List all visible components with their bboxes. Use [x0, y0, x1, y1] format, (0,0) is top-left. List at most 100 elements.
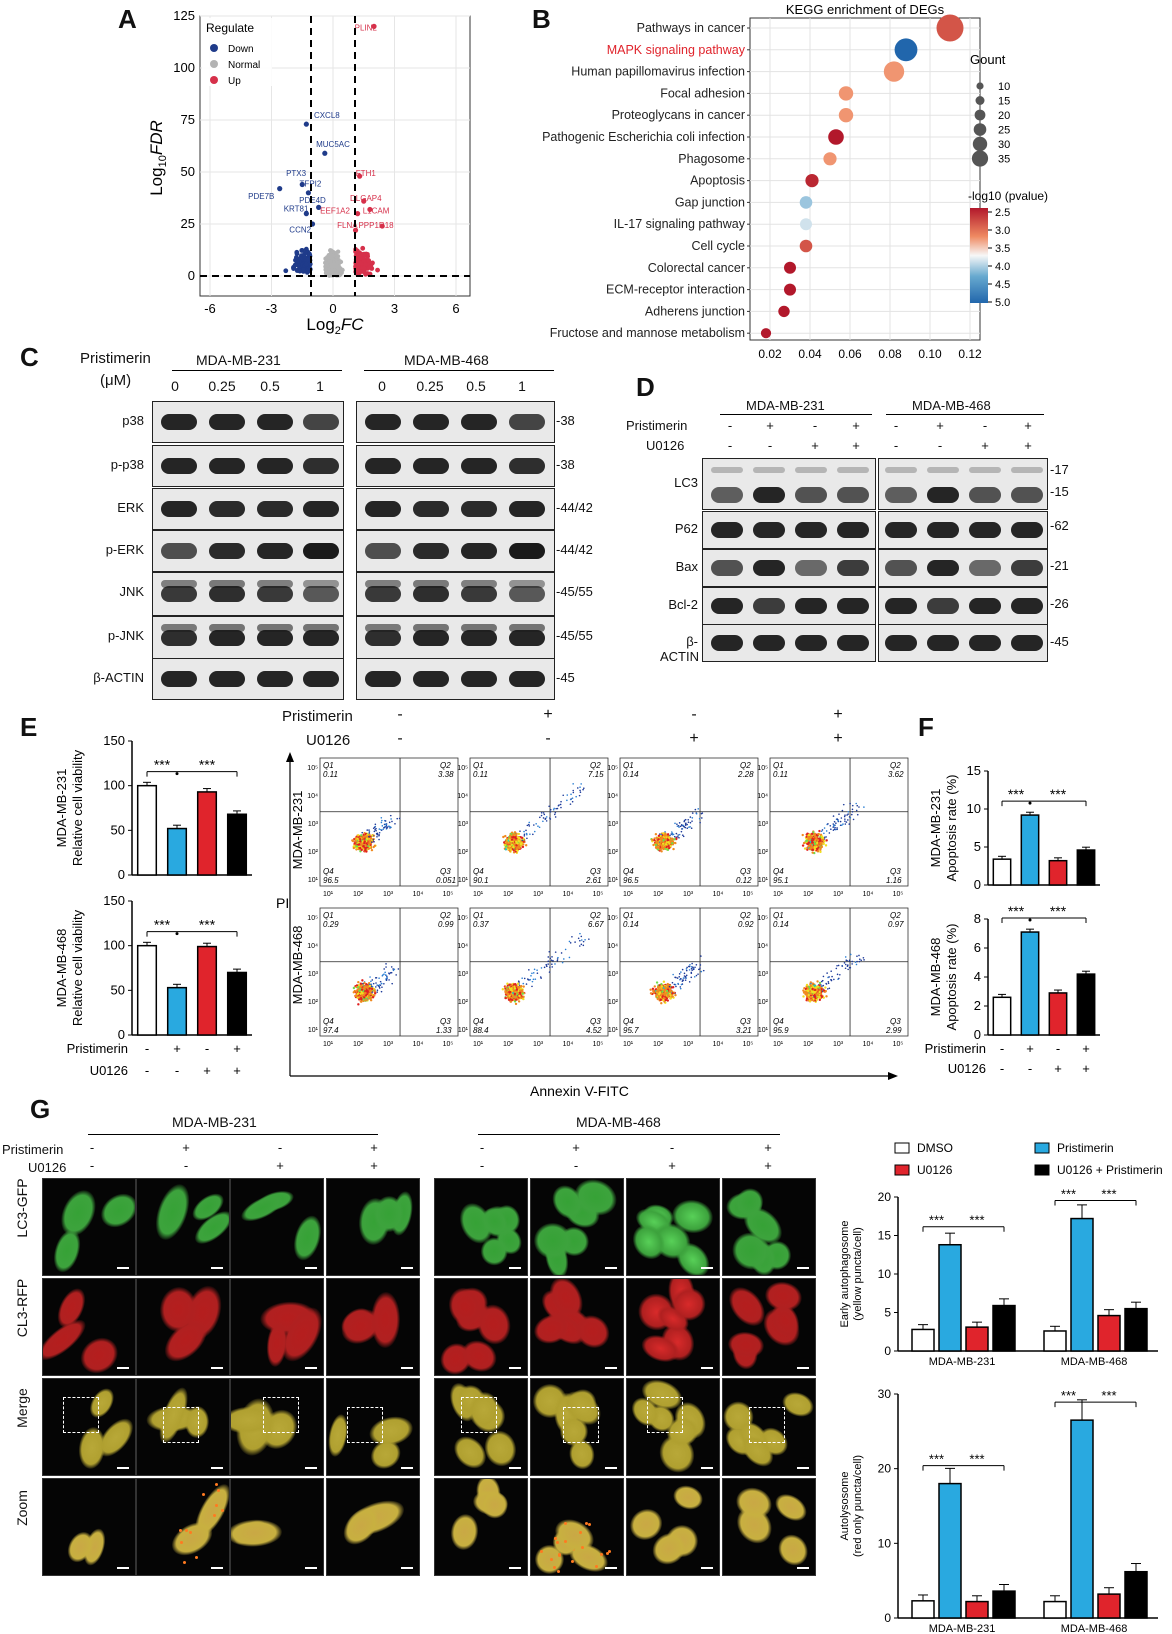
svg-text:10²: 10² [308, 849, 319, 856]
volcano-dot-down [305, 190, 311, 196]
svg-text:10²: 10² [353, 1041, 364, 1048]
sig-stars: *** [1008, 903, 1025, 919]
svg-text:10¹: 10¹ [323, 891, 334, 898]
svg-text:10¹: 10¹ [458, 1027, 469, 1034]
blot-band [209, 414, 245, 430]
blot-band [837, 635, 869, 651]
flow-sign: - [691, 706, 697, 723]
blot-box [702, 511, 876, 549]
blot-band [303, 586, 339, 602]
blot-marker: -21 [1050, 558, 1069, 573]
blot-band [927, 635, 959, 651]
blot-band [885, 598, 917, 614]
kegg-title: KEGG enrichment of DEGs [786, 2, 945, 17]
micro-image [230, 1478, 324, 1576]
blot-band [461, 414, 497, 430]
gene-label-up: FTH1 [356, 169, 377, 178]
volcano-dot-up [360, 245, 366, 251]
scale-bar [401, 1467, 413, 1469]
blot-box [356, 616, 555, 660]
volcano-xtick: 6 [452, 301, 459, 316]
puncta [605, 1552, 609, 1556]
blot-band [969, 598, 1001, 614]
dose-label: 1 [518, 378, 526, 394]
bar [992, 858, 1012, 886]
svg-text:Q1: Q1 [773, 761, 784, 770]
puncta [179, 1528, 183, 1532]
volcano-ytick: 75 [181, 112, 195, 127]
volcano-dot-up [354, 270, 360, 276]
legend-up-dot [210, 76, 218, 84]
svg-text:10³: 10³ [608, 821, 619, 828]
blot-band [927, 560, 959, 576]
puncta [182, 1560, 186, 1564]
kegg-dot [823, 152, 837, 166]
g-ylabel: Autolysosome(red only puncta/cell) [839, 1455, 864, 1557]
sign-u0126: + [811, 438, 819, 453]
svg-text:Q4: Q4 [623, 867, 634, 876]
puncta [595, 1565, 599, 1569]
volcano-dot-normal [338, 259, 344, 265]
flow-sign: + [833, 706, 843, 723]
g-sig: *** [1101, 1388, 1116, 1403]
blot-band [413, 543, 449, 559]
sign-pristimerin: - [893, 418, 899, 433]
kegg-dot [805, 174, 819, 188]
kegg-category-label: Fructose and mannose metabolism [550, 326, 745, 340]
zoom-box [163, 1407, 199, 1443]
svg-text:10¹: 10¹ [758, 877, 769, 884]
svg-text:10⁴: 10⁴ [413, 1041, 424, 1048]
scale-bar [211, 1267, 223, 1269]
svg-text:3.62: 3.62 [888, 770, 904, 779]
svg-text:Q1: Q1 [623, 761, 634, 770]
blot-band [711, 522, 743, 538]
bar [1020, 814, 1040, 886]
g-bar [911, 1600, 935, 1619]
blot-band [161, 630, 197, 646]
d-cell468-label: MDA-MB-468 [912, 398, 991, 413]
blot-band [509, 580, 545, 588]
svg-text:10²: 10² [758, 849, 769, 856]
bar [166, 827, 188, 876]
puncta [179, 1541, 183, 1545]
g-cell231-label: MDA-MB-231 [172, 1114, 257, 1130]
flow-row-label: MDA-MB-468 [290, 926, 305, 1005]
g-sign: + [182, 1140, 190, 1155]
svg-text:10¹: 10¹ [458, 877, 469, 884]
cell-shape [448, 1512, 481, 1552]
scale-bar [401, 1267, 413, 1269]
g-ytick: 10 [878, 1536, 892, 1550]
blot-band [365, 501, 401, 517]
svg-text:95.1: 95.1 [773, 876, 789, 885]
g-ytick: 0 [884, 1344, 891, 1358]
g-bar [1070, 1419, 1094, 1619]
svg-text:96.5: 96.5 [323, 876, 339, 885]
cell-shape [772, 1529, 814, 1572]
kegg-dot [838, 86, 854, 101]
puncta [188, 1530, 192, 1534]
sig-stars: *** [199, 757, 216, 773]
blot-band [461, 543, 497, 559]
blot-row-label: JNK [119, 584, 144, 599]
puncta [555, 1541, 559, 1545]
blot-band [303, 543, 339, 559]
blot-marker: -45/55 [556, 628, 593, 643]
svg-text:6.67: 6.67 [588, 920, 604, 929]
puncta [584, 1521, 588, 1525]
kegg-dot [883, 61, 905, 82]
micro-image [42, 1378, 136, 1476]
blot-band [209, 580, 245, 588]
blot-band [257, 501, 293, 517]
blot-band [795, 467, 827, 473]
blot-band [209, 543, 245, 559]
blot-band [303, 630, 339, 646]
kegg-size-legend-dot [973, 123, 987, 136]
g-sign: - [89, 1140, 95, 1155]
cell-shape [231, 1518, 284, 1549]
g-sign: + [764, 1158, 772, 1173]
blot-box [152, 658, 344, 700]
blot-band [461, 586, 497, 602]
bar-ylabel: MDA-MB-231Relative cell viability [54, 749, 85, 866]
blot-band [161, 580, 197, 588]
blot-band [257, 624, 293, 632]
